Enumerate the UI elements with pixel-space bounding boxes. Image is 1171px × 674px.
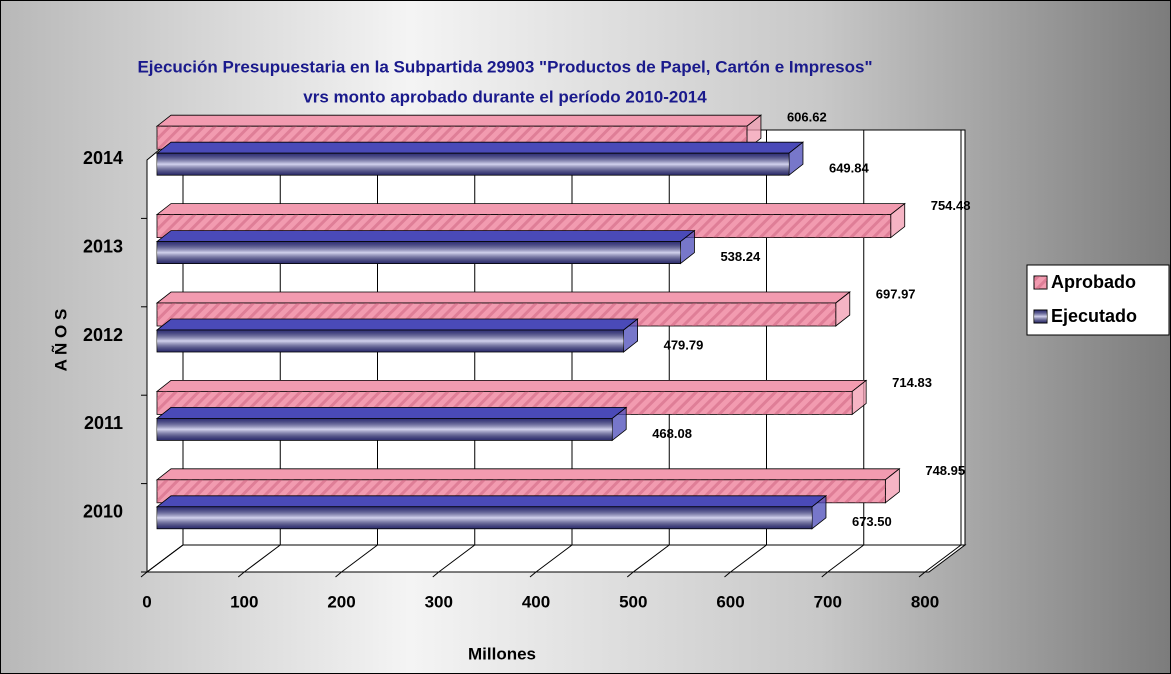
x-tick <box>529 571 537 578</box>
x-tick-label: 700 <box>814 592 842 611</box>
x-tick <box>626 571 634 578</box>
grid-line <box>924 544 962 573</box>
grid-line <box>243 544 281 573</box>
data-label: 479.79 <box>664 337 704 352</box>
x-tick <box>335 571 342 578</box>
bar-top <box>155 114 763 127</box>
bar-top <box>155 318 639 331</box>
legend <box>1026 264 1170 336</box>
bar <box>155 318 639 353</box>
y-tick-label: 2013 <box>83 236 123 256</box>
grid-line <box>827 544 865 573</box>
bar <box>155 494 828 530</box>
data-label: 714.83 <box>892 375 932 390</box>
x-tick-label: 200 <box>327 592 355 611</box>
legend-swatch-texture <box>1034 276 1047 289</box>
bar-top <box>155 468 901 481</box>
legend-label: Ejecutado <box>1051 306 1137 326</box>
data-label: 649.84 <box>829 161 870 176</box>
data-label: 468.08 <box>652 426 692 441</box>
legend-label: Aprobado <box>1051 272 1136 292</box>
data-label: 673.50 <box>852 514 892 529</box>
x-tick-label: 600 <box>716 592 744 611</box>
y-tick-label: 2010 <box>83 502 123 522</box>
bar-top <box>155 495 828 508</box>
bar-texture <box>157 241 681 264</box>
grid-line <box>730 544 767 573</box>
bar-top <box>155 141 805 154</box>
floor <box>145 544 967 573</box>
grid-line <box>632 544 670 573</box>
grid-line <box>438 544 476 573</box>
x-axis-title: Millones <box>468 644 536 663</box>
data-label: 748.95 <box>925 463 965 478</box>
legend-swatch-texture <box>1034 310 1047 323</box>
x-tick-label: 100 <box>230 592 258 611</box>
x-tick <box>821 571 829 578</box>
x-tick <box>724 571 731 578</box>
bar-texture <box>157 418 613 441</box>
bar <box>155 229 696 265</box>
data-label: 697.97 <box>876 286 916 301</box>
bar-top <box>155 230 696 243</box>
bar <box>155 406 628 442</box>
bar-texture <box>157 506 812 529</box>
x-tick <box>918 571 926 578</box>
grid-line <box>341 544 378 573</box>
data-label: 538.24 <box>720 249 761 264</box>
y-tick-label: 2011 <box>84 413 123 433</box>
bar-texture <box>157 330 624 352</box>
chart-subtitle: vrs monto aprobado durante el período 20… <box>303 87 707 106</box>
grid-line <box>146 544 184 573</box>
y-axis-title: A Ñ O S <box>50 309 70 372</box>
x-tick <box>140 571 148 578</box>
grid-line <box>535 544 573 573</box>
data-label: 754.48 <box>931 198 971 213</box>
bar <box>155 141 805 177</box>
chart-title: Ejecución Presupuestaria en la Subpartid… <box>137 57 872 76</box>
bar-top <box>155 291 851 304</box>
x-tick-label: 800 <box>911 592 939 611</box>
x-tick-label: 300 <box>425 592 453 611</box>
x-tick-label: 400 <box>522 592 550 611</box>
data-label: 606.62 <box>787 110 827 125</box>
y-tick-label: 2012 <box>83 325 123 345</box>
bar-top <box>155 379 868 392</box>
bar-texture <box>157 153 789 176</box>
x-tick-label: 500 <box>619 592 647 611</box>
y-tick-label: 2014 <box>83 148 123 168</box>
x-tick <box>432 571 440 578</box>
bar-top <box>155 203 906 216</box>
x-tick <box>237 571 245 578</box>
bar-top <box>155 406 628 419</box>
x-tick-label: 0 <box>142 592 151 611</box>
